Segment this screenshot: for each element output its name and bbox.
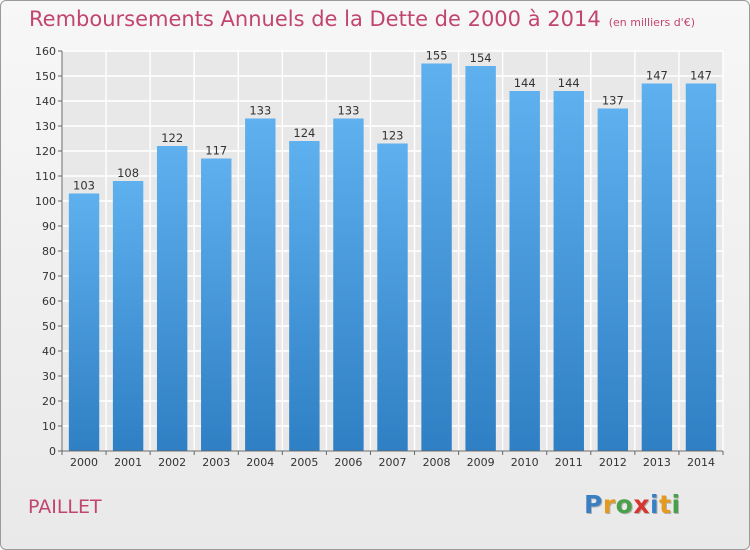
data-label-2012: 137 [602, 94, 624, 108]
x-tick-label-2002: 2002 [158, 456, 186, 469]
bar-2014 [685, 83, 717, 451]
data-label-2013: 147 [646, 69, 668, 83]
logo-letter: r [602, 490, 616, 519]
data-labels: 103 108 122 117 133 124 133 123 155 154 144 144 137 1… [73, 49, 712, 193]
proxiti-logo: Proxiti [584, 490, 681, 519]
bar-2006 [333, 118, 364, 451]
bar-2001 [112, 181, 144, 451]
bar-2010 [509, 91, 540, 451]
y-tick-label: 50 [42, 320, 56, 333]
bar-2013 [641, 83, 673, 451]
y-tick-label: 60 [42, 295, 56, 308]
y-tick-label: 140 [35, 95, 56, 108]
data-label-2008: 155 [426, 49, 448, 63]
y-tick-label: 110 [35, 170, 56, 183]
x-tick-label-2000: 2000 [70, 456, 98, 469]
logo-letter: i [671, 490, 681, 519]
y-tick-label: 160 [35, 45, 56, 58]
y-tick-label: 20 [42, 395, 56, 408]
data-label-2004: 133 [249, 104, 271, 118]
y-tick-label: 30 [42, 370, 56, 383]
y-tick-label: 10 [42, 420, 56, 433]
y-axis: 0 10 20 30 40 50 60 70 80 90 100 110 120 130 140 150 160 [35, 45, 63, 458]
x-tick-label-2003: 2003 [202, 456, 230, 469]
x-axis: 2000 2001 2002 2003 2004 2005 2006 2007 2008 2009… [61, 450, 724, 469]
bar-2004 [245, 118, 276, 451]
data-label-2006: 133 [337, 104, 359, 118]
chart-unit: (en milliers d'€) [608, 16, 695, 29]
x-tick-label-2004: 2004 [246, 456, 274, 469]
bar-2012 [597, 108, 629, 451]
logo-letter: x [633, 490, 650, 519]
y-tick-label: 40 [42, 345, 56, 358]
x-tick-label-2012: 2012 [599, 456, 627, 469]
x-tick-label-2005: 2005 [290, 456, 318, 469]
bars [68, 63, 717, 451]
x-tick-label-2014: 2014 [687, 456, 715, 469]
bar-2008 [421, 63, 452, 451]
bar-2011 [553, 91, 584, 451]
data-label-2002: 122 [161, 131, 183, 145]
chart-title-text: Remboursements Annuels de la Dette de 20… [29, 7, 601, 31]
y-tick-label: 90 [42, 220, 56, 233]
data-label-2009: 154 [470, 51, 492, 65]
y-tick-label: 70 [42, 270, 56, 283]
bar-2009 [465, 66, 496, 451]
bar-2005 [289, 141, 320, 451]
data-label-2000: 103 [73, 179, 95, 193]
bar-2000 [68, 193, 100, 451]
data-label-2010: 144 [514, 76, 536, 90]
logo-letter: o [615, 490, 634, 519]
x-tick-label-2007: 2007 [379, 456, 407, 469]
logo-letter: P [584, 490, 603, 519]
y-tick-label: 130 [35, 120, 56, 133]
bar-2002 [156, 146, 188, 451]
data-label-2003: 117 [205, 144, 227, 158]
data-label-2005: 124 [293, 126, 315, 140]
data-label-2001: 108 [117, 166, 139, 180]
y-tick-label: 0 [49, 445, 56, 458]
bar-2003 [201, 158, 232, 451]
logo-letter: t [659, 490, 672, 519]
x-tick-label-2001: 2001 [114, 456, 142, 469]
x-tick-label-2010: 2010 [511, 456, 539, 469]
x-tick-label-2008: 2008 [423, 456, 451, 469]
logo-letter: i [650, 490, 660, 519]
y-tick-label: 80 [42, 245, 56, 258]
data-label-2014: 147 [690, 69, 712, 83]
x-tick-label-2006: 2006 [334, 456, 362, 469]
x-tick-label-2009: 2009 [467, 456, 495, 469]
data-label-2007: 123 [382, 129, 404, 143]
x-tick-label-2011: 2011 [555, 456, 583, 469]
x-tick-label-2013: 2013 [643, 456, 671, 469]
location-label: PAILLET [28, 496, 102, 518]
y-tick-label: 100 [35, 195, 56, 208]
data-label-2011: 144 [558, 76, 580, 90]
y-tick-label: 150 [35, 70, 56, 83]
chart-title: Remboursements Annuels de la Dette de 20… [29, 7, 695, 31]
y-tick-label: 120 [35, 145, 56, 158]
bar-2007 [377, 143, 408, 451]
